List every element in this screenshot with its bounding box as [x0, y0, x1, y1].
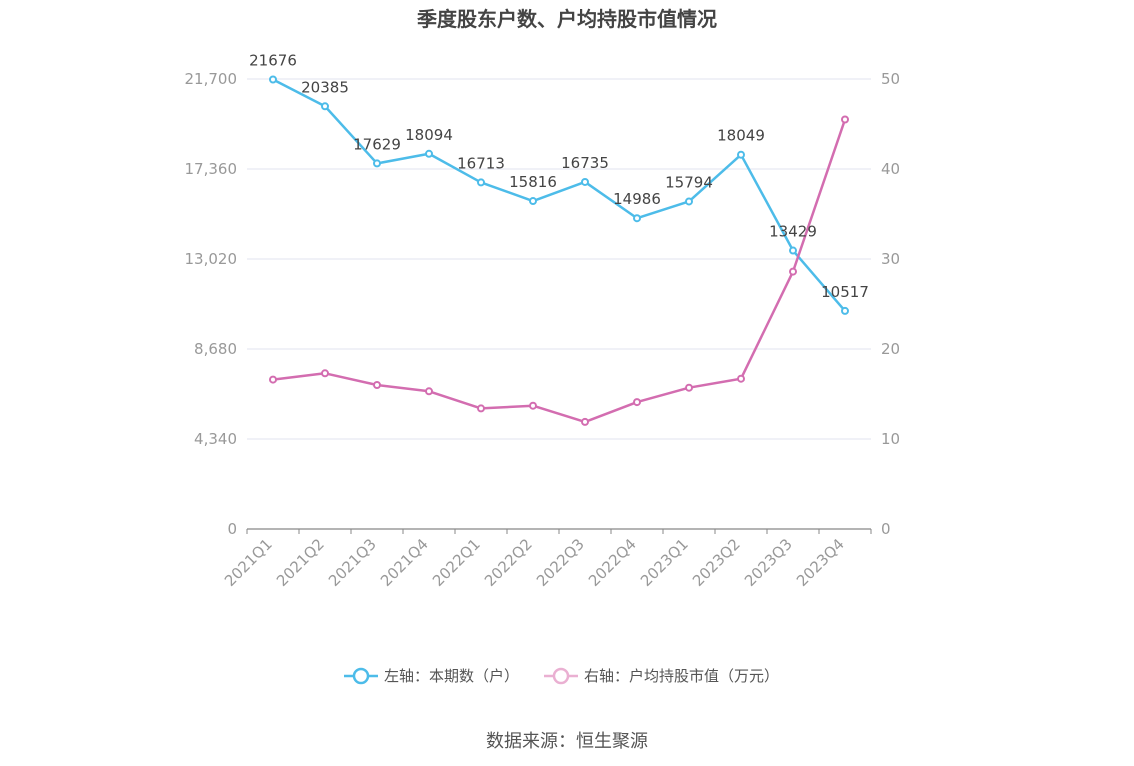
left-tick-label: 8,680 [194, 340, 237, 358]
left-tick-label: 21,700 [185, 70, 238, 88]
left-tick-label: 17,360 [185, 160, 238, 178]
x-tick-label: 2021Q4 [377, 535, 432, 590]
x-tick-label: 2023Q2 [689, 535, 744, 590]
data-label: 20385 [301, 78, 349, 96]
data-point[interactable] [269, 375, 277, 384]
x-tick-label: 2022Q3 [533, 535, 588, 590]
data-point[interactable] [737, 374, 745, 383]
data-point[interactable] [373, 381, 381, 389]
data-label: 18094 [405, 126, 453, 144]
x-tick-label: 2023Q4 [793, 535, 848, 590]
data-point[interactable] [581, 177, 589, 186]
data-point[interactable] [269, 75, 277, 84]
data-label: 13429 [769, 223, 817, 241]
right-tick-label: 30 [881, 250, 900, 268]
data-label: 15794 [665, 173, 713, 191]
series-layer [269, 75, 849, 426]
data-label: 18049 [717, 127, 765, 145]
source-note: 数据来源：恒生聚源 [486, 731, 648, 752]
legend-swatch-marker [552, 667, 570, 685]
data-point[interactable] [373, 159, 381, 168]
data-point[interactable] [789, 267, 797, 276]
legend-label: 左轴：本期数（户） [384, 667, 519, 685]
data-point[interactable] [737, 150, 745, 159]
data-label: 14986 [613, 190, 661, 208]
axes: 0 0 4,340 10 8,680 20 13,020 30 17,360 40 21,700 50… [185, 70, 901, 590]
data-label: 10517 [821, 283, 869, 301]
right-tick-label: 10 [881, 430, 900, 448]
data-label: 21676 [249, 51, 297, 69]
data-point[interactable] [841, 115, 849, 124]
data-point[interactable] [633, 214, 641, 223]
data-point[interactable] [633, 398, 641, 407]
x-tick-label: 2021Q2 [273, 535, 328, 590]
data-point[interactable] [685, 383, 693, 392]
grid [247, 78, 871, 440]
data-label: 17629 [353, 135, 401, 153]
data-point[interactable] [529, 401, 537, 410]
data-label: 16713 [457, 154, 505, 172]
data-point[interactable] [581, 417, 589, 426]
legend-swatch-marker [352, 667, 370, 685]
data-point[interactable] [685, 197, 693, 206]
x-tick-label: 2023Q3 [741, 535, 796, 590]
chart-title: 季度股东户数、户均持股市值情况 [416, 7, 717, 31]
x-tick-label: 2021Q1 [221, 535, 276, 590]
legend-label: 右轴：户均持股市值（万元） [584, 667, 779, 685]
right-tick-label: 50 [881, 70, 900, 88]
right-tick-label: 0 [881, 520, 891, 538]
legend-item-0[interactable]: 左轴：本期数（户） [344, 667, 519, 685]
left-tick-label: 4,340 [194, 430, 237, 448]
data-point[interactable] [321, 102, 329, 111]
data-point[interactable] [425, 149, 433, 158]
series-line-1 [272, 119, 847, 424]
legend-item-1[interactable]: 右轴：户均持股市值（万元） [544, 667, 779, 685]
x-tick-label: 2022Q1 [429, 535, 484, 590]
left-tick-label: 0 [227, 520, 237, 538]
x-tick-label: 2022Q2 [481, 535, 536, 590]
x-tick-label: 2023Q1 [637, 535, 692, 590]
data-point[interactable] [841, 306, 849, 315]
right-tick-label: 40 [881, 160, 900, 178]
data-label: 15816 [509, 173, 557, 191]
x-tick-label: 2021Q3 [325, 535, 380, 590]
right-tick-label: 20 [881, 340, 900, 358]
data-point[interactable] [321, 369, 329, 378]
data-label: 16735 [561, 154, 609, 172]
data-point[interactable] [477, 404, 485, 413]
series-line-0 [272, 78, 846, 312]
data-point[interactable] [789, 246, 797, 255]
data-point[interactable] [477, 178, 485, 187]
x-tick-label: 2022Q4 [585, 535, 640, 590]
legend[interactable]: 左轴：本期数（户） 右轴：户均持股市值（万元） [344, 667, 779, 685]
left-tick-label: 13,020 [185, 250, 238, 268]
data-point[interactable] [529, 197, 537, 206]
data-point[interactable] [425, 387, 433, 396]
